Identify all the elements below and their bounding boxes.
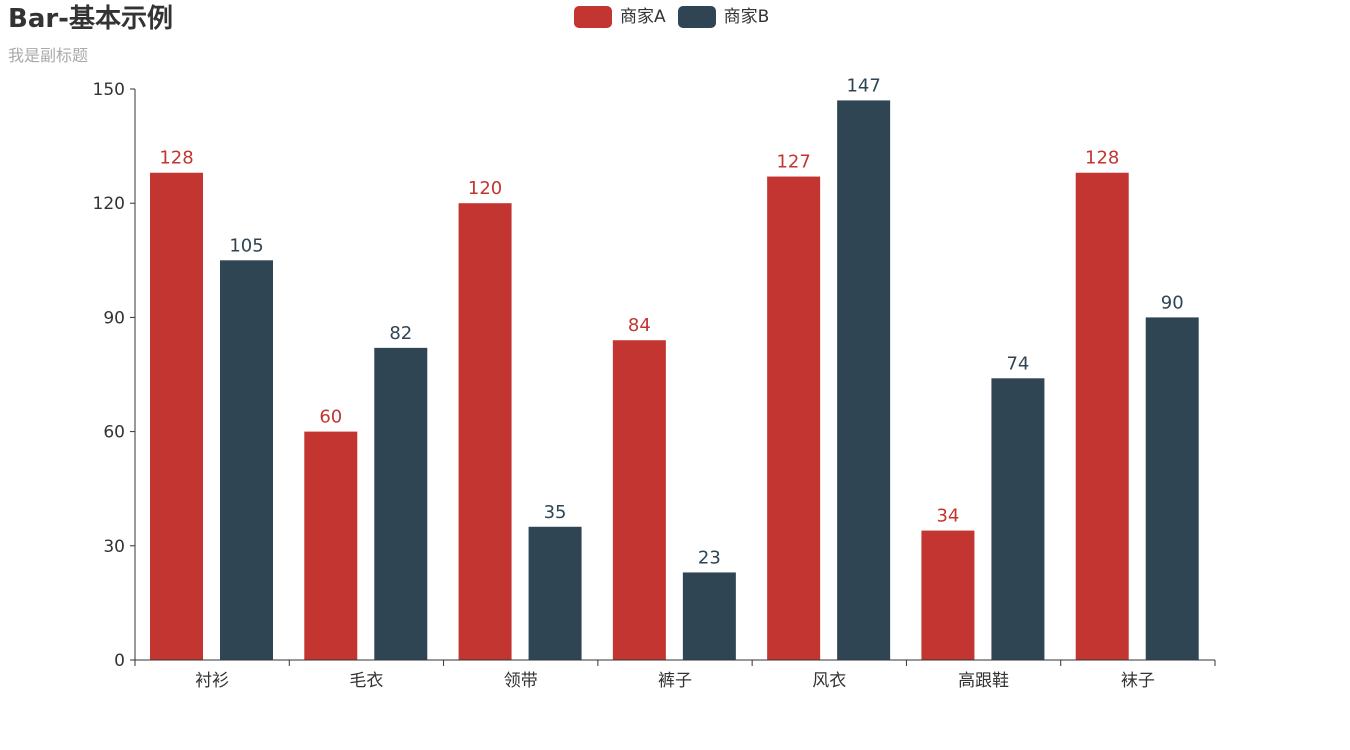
legend: 商家A 商家B xyxy=(574,6,769,28)
bar-b-6[interactable] xyxy=(1145,317,1199,660)
y-tick-label-2: 60 xyxy=(103,423,125,443)
data-label-b-5: 74 xyxy=(1006,353,1029,374)
data-label-a-3: 84 xyxy=(628,315,651,336)
bar-a-5[interactable] xyxy=(921,530,975,660)
bar-b-3[interactable] xyxy=(682,572,736,660)
legend-swatch-series-a xyxy=(574,6,612,28)
data-label-b-4: 147 xyxy=(846,75,880,96)
data-label-a-5: 34 xyxy=(936,506,959,527)
bar-a-6[interactable] xyxy=(1075,172,1129,660)
data-label-a-1: 60 xyxy=(319,407,342,428)
bar-b-0[interactable] xyxy=(220,260,273,660)
data-label-a-2: 120 xyxy=(468,178,502,199)
bar-b-2[interactable] xyxy=(528,526,582,660)
data-label-b-6: 90 xyxy=(1161,292,1184,313)
bar-b-1[interactable] xyxy=(374,347,428,660)
y-tick-label-5: 150 xyxy=(93,80,125,100)
data-label-b-1: 82 xyxy=(389,323,412,344)
bar-a-3[interactable] xyxy=(612,340,666,660)
x-tick-label-6: 袜子 xyxy=(1121,671,1155,691)
data-label-a-6: 128 xyxy=(1085,148,1119,169)
x-tick-label-0: 衬衫 xyxy=(195,671,229,691)
bar-a-0[interactable] xyxy=(150,172,203,660)
legend-label-series-b: 商家B xyxy=(723,7,770,27)
y-tick-label-3: 90 xyxy=(103,308,125,328)
x-tick-label-3: 裤子 xyxy=(658,671,692,691)
y-tick-label-4: 120 xyxy=(93,194,125,214)
x-tick-label-4: 风衣 xyxy=(812,671,846,691)
bar-a-2[interactable] xyxy=(458,203,512,660)
bar-a-1[interactable] xyxy=(304,431,358,660)
bar-b-5[interactable] xyxy=(991,378,1045,660)
x-tick-label-5: 高跟鞋 xyxy=(958,671,1009,691)
chart-subtitle: 我是副标题 xyxy=(8,46,89,65)
bar-a-4[interactable] xyxy=(767,176,821,660)
data-label-a-0: 128 xyxy=(159,148,193,169)
data-label-b-2: 35 xyxy=(544,502,567,523)
legend-swatch-series-b xyxy=(677,6,716,28)
x-tick-label-1: 毛衣 xyxy=(349,671,383,691)
data-label-b-0: 105 xyxy=(229,235,263,256)
data-label-a-4: 127 xyxy=(776,152,810,173)
x-tick-label-2: 领带 xyxy=(504,671,538,691)
y-tick-label-0: 0 xyxy=(114,651,125,671)
legend-item-series-b[interactable]: 商家B xyxy=(677,6,770,28)
chart-title: Bar-基本示例 xyxy=(8,4,173,34)
y-tick-label-1: 30 xyxy=(103,537,125,557)
data-label-b-3: 23 xyxy=(698,547,721,568)
bar-b-4[interactable] xyxy=(837,100,891,661)
legend-label-series-a: 商家A xyxy=(620,7,666,27)
legend-item-series-a[interactable]: 商家A xyxy=(574,6,666,28)
